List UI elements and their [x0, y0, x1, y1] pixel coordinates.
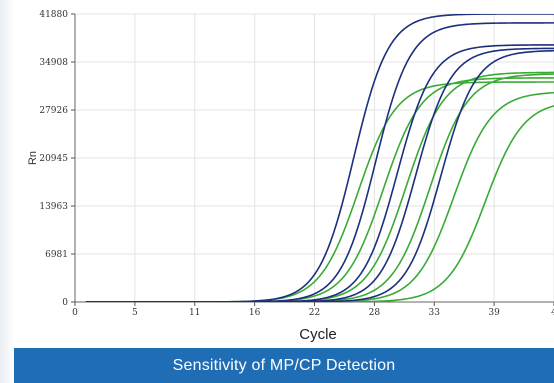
x-tick-label: 22 — [309, 308, 320, 318]
y-tick-label: 27926 — [39, 106, 68, 116]
green-amplification-curve — [85, 105, 554, 302]
navy-amplification-curve — [85, 22, 554, 302]
navy-amplification-curve — [85, 49, 554, 302]
y-tick-label: 0 — [62, 298, 68, 308]
caption-text: Sensitivity of MP/CP Detection — [172, 357, 396, 374]
x-tick-label: 4 — [551, 308, 554, 318]
x-axis-title: Cycle — [299, 326, 337, 343]
axes — [71, 13, 554, 306]
x-tick-label: 11 — [189, 308, 200, 318]
series-lines — [85, 14, 554, 302]
y-tick-label: 6981 — [45, 250, 68, 260]
y-tick-label: 41880 — [39, 10, 68, 20]
y-tick-label: 34908 — [39, 58, 68, 68]
green-amplification-curve — [85, 73, 554, 302]
amplification-plot: 0 5 11 16 22 28 33 39 4 0 6981 13963 20945 27926 3490… — [27, 10, 554, 343]
x-tick-label: 28 — [369, 308, 381, 318]
y-axis-title: Rn — [27, 151, 39, 165]
grid-lines — [75, 13, 554, 302]
x-tick-label: 33 — [429, 308, 441, 318]
green-amplification-curve — [85, 71, 554, 302]
y-tick-label: 20945 — [39, 154, 68, 164]
x-tick-label: 39 — [488, 308, 500, 318]
x-tick-labels: 0 5 11 16 22 28 33 39 4 — [72, 308, 554, 318]
caption-bar: Sensitivity of MP/CP Detection — [14, 348, 554, 383]
x-tick-label: 0 — [72, 308, 78, 318]
green-amplification-curve — [85, 81, 554, 302]
x-tick-label: 16 — [249, 308, 261, 318]
x-tick-label: 5 — [132, 308, 138, 318]
green-amplification-curve — [85, 77, 554, 302]
y-tick-label: 13963 — [39, 202, 68, 212]
navy-amplification-curve — [85, 44, 554, 302]
green-amplification-curve — [85, 91, 554, 302]
y-tick-labels: 0 6981 13963 20945 27926 34908 41880 — [39, 10, 68, 308]
